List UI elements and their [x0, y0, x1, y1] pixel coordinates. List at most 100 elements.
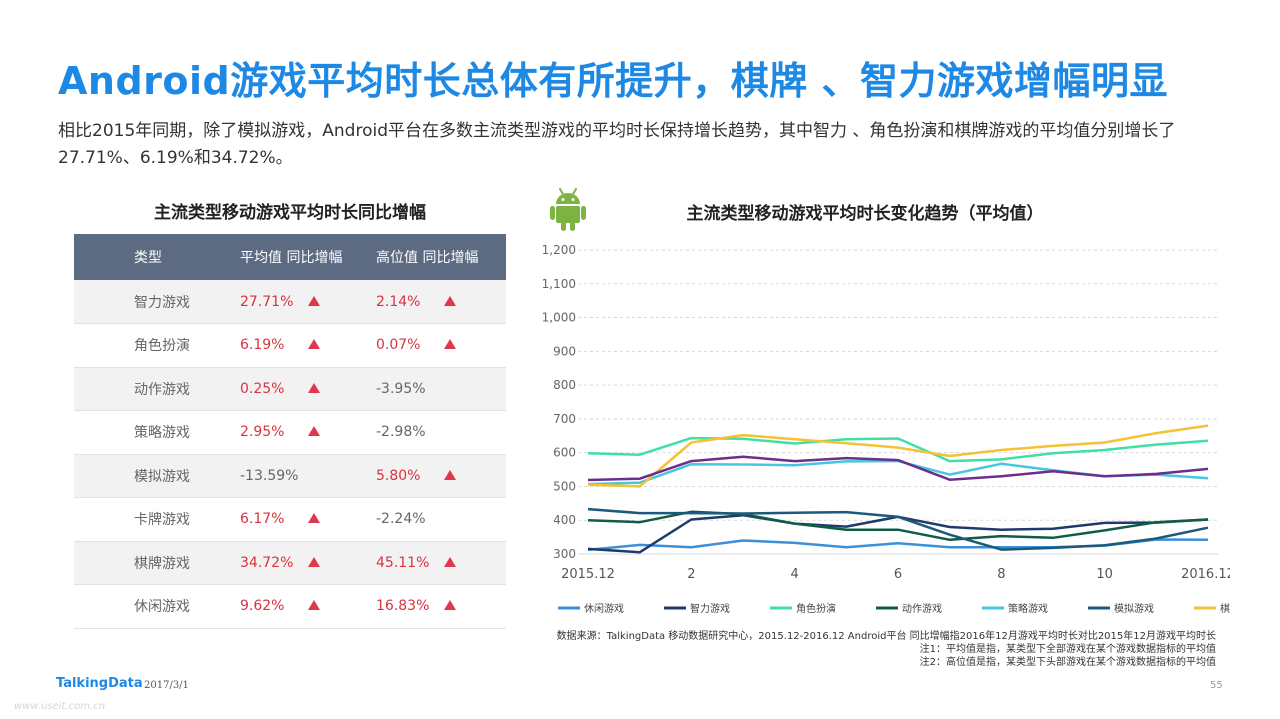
avg-value: 0.25%	[240, 380, 285, 397]
up-triangle-icon	[308, 426, 320, 437]
type-label: 智力游戏	[134, 294, 190, 311]
cell-avg: 34.72%	[240, 541, 376, 585]
legend-label: 角色扮演	[796, 602, 836, 615]
table-row: 模拟游戏 -13.59% 5.80%	[74, 454, 506, 498]
series-line	[587, 455, 1209, 482]
avg-value: 6.19%	[240, 337, 285, 354]
x-tick-label: 2	[687, 567, 695, 582]
legend-label: 策略游戏	[1008, 602, 1048, 615]
note-1: 注1：平均值是指，某类型下全部游戏在某个游戏数据指标的平均值	[919, 644, 1216, 655]
series-line	[587, 507, 1209, 551]
table-row: 棋牌游戏 34.72% 45.11%	[74, 541, 506, 585]
table-row: 策略游戏 2.95% -2.98%	[74, 410, 506, 455]
up-triangle-icon	[308, 382, 320, 393]
note-2: 注2：高位值是指，某类型下头部游戏在某个游戏数据指标的平均值	[919, 657, 1216, 668]
table-header-row: 类型 平均值 同比增幅 高位值 同比增幅	[74, 234, 506, 280]
type-label: 角色扮演	[134, 338, 190, 355]
brand-logo: TalkingData	[56, 676, 143, 691]
legend-label: 模拟游戏	[1114, 602, 1154, 615]
line-chart: 300 400 500 600 700 800 900 1,000 1,100 1,200 2015…	[542, 243, 1230, 615]
y-tick-label: 1,100	[542, 277, 576, 291]
cell-high: -3.95%	[376, 367, 506, 411]
up-triangle-icon	[444, 600, 456, 611]
high-value: 16.83%	[376, 598, 430, 615]
page-subtitle: 相比2015年同期，除了模拟游戏，Android平台在多数主流类型游戏的平均时长…	[58, 121, 1176, 168]
cell-high: 45.11%	[376, 541, 506, 585]
cell-high: 0.07%	[376, 324, 506, 368]
high-value: -2.24%	[376, 511, 426, 528]
cell-type: 棋牌游戏	[74, 541, 240, 585]
growth-table: 类型 平均值 同比增幅 高位值 同比增幅 智力游戏 27.71% 2.14% 角色扮演…	[74, 234, 506, 629]
x-tick-label: 2016.12	[1181, 567, 1230, 582]
table-row: 休闲游戏 9.62% 16.83%	[74, 584, 506, 629]
y-tick-label: 800	[553, 378, 576, 392]
avg-value: 34.72%	[240, 554, 294, 571]
type-label: 模拟游戏	[134, 468, 190, 485]
header-type: 类型	[134, 250, 162, 266]
header-high: 高位值 同比增幅	[376, 250, 479, 266]
cell-high: 5.80%	[376, 454, 506, 498]
avg-value: 9.62%	[240, 598, 285, 615]
cell-type: 休闲游戏	[74, 585, 240, 629]
chart-title: 主流类型移动游戏平均时长变化趋势（平均值）	[686, 204, 1044, 224]
source-line: 数据来源：TalkingData 移动数据研究中心，2015.12-2016.1…	[556, 631, 1216, 642]
avg-value: 6.17%	[240, 511, 285, 528]
y-tick-label: 500	[553, 479, 576, 493]
x-tick-label: 6	[894, 567, 902, 582]
high-value: 0.07%	[376, 337, 421, 354]
x-tick-label: 8	[997, 567, 1005, 582]
cell-avg: 27.71%	[240, 280, 376, 324]
table-row: 卡牌游戏 6.17% -2.24%	[74, 497, 506, 542]
report-date: 2017/3/1	[144, 680, 189, 691]
cell-avg: 2.95%	[240, 411, 376, 455]
cell-avg: 6.19%	[240, 324, 376, 368]
source-notes: 数据来源：TalkingData 移动数据研究中心，2015.12-2016.1…	[557, 630, 1216, 669]
avg-value: 2.95%	[240, 424, 285, 441]
up-triangle-icon	[444, 295, 456, 306]
y-tick-label: 400	[553, 513, 576, 527]
avg-value: -13.59%	[240, 467, 299, 484]
x-tick-label: 10	[1096, 567, 1113, 582]
up-triangle-icon	[308, 339, 320, 350]
cell-avg: -13.59%	[240, 454, 376, 498]
avg-value: 27.71%	[240, 293, 294, 310]
up-triangle-icon	[444, 469, 456, 480]
y-tick-label: 700	[553, 412, 576, 426]
cell-avg: 6.17%	[240, 498, 376, 542]
cell-high: 16.83%	[376, 585, 506, 629]
x-tick-label: 2015.12	[561, 567, 615, 582]
cell-type: 策略游戏	[74, 411, 240, 455]
cell-type: 动作游戏	[74, 367, 240, 411]
watermark: www.useit.com.cn	[14, 701, 106, 712]
up-triangle-icon	[308, 513, 320, 524]
cell-avg: 9.62%	[240, 585, 376, 629]
high-value: 45.11%	[376, 554, 430, 571]
table-row: 动作游戏 0.25% -3.95%	[74, 367, 506, 411]
type-label: 策略游戏	[134, 425, 190, 442]
y-tick-label: 600	[553, 446, 576, 460]
cell-type: 角色扮演	[74, 324, 240, 368]
type-label: 卡牌游戏	[134, 512, 190, 529]
up-triangle-icon	[308, 556, 320, 567]
up-triangle-icon	[308, 600, 320, 611]
series-line	[587, 424, 1209, 488]
type-label: 休闲游戏	[134, 599, 190, 616]
high-value: -3.95%	[376, 380, 426, 397]
page-title: Android游戏平均时长总体有所提升，棋牌 、智力游戏增幅明显	[58, 59, 1168, 103]
cell-high: -2.24%	[376, 498, 506, 542]
y-tick-label: 1,200	[542, 243, 576, 257]
type-label: 动作游戏	[134, 381, 190, 398]
cell-type: 智力游戏	[74, 280, 240, 324]
up-triangle-icon	[444, 339, 456, 350]
page-number: 55	[1210, 680, 1223, 691]
cell-avg: 0.25%	[240, 367, 376, 411]
table-title: 主流类型移动游戏平均时长同比增幅	[154, 203, 426, 223]
legend-label: 动作游戏	[902, 602, 942, 615]
y-tick-label: 300	[553, 547, 576, 561]
series-line	[587, 510, 1209, 542]
high-value: 5.80%	[376, 467, 421, 484]
up-triangle-icon	[308, 295, 320, 306]
table-row: 角色扮演 6.19% 0.07%	[74, 323, 506, 368]
legend-label: 智力游戏	[690, 602, 730, 615]
high-value: -2.98%	[376, 424, 426, 441]
